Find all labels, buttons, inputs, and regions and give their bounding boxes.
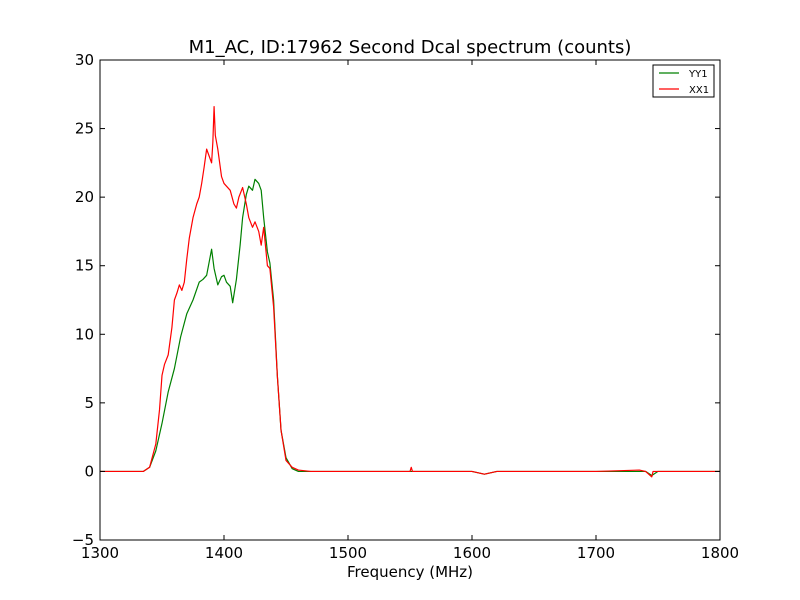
x-tick-label: 1800 <box>701 544 739 562</box>
y-tick-label: 25 <box>75 120 94 138</box>
y-tick-label: 30 <box>75 51 94 69</box>
y-tick-label: 5 <box>84 394 94 412</box>
x-ticks: 1300 1400 1500 1600 1700 1800 <box>81 60 739 562</box>
y-tick-label: 15 <box>75 257 94 275</box>
plot-frame <box>99 59 721 541</box>
y-tick-label: 20 <box>75 188 94 206</box>
x-tick-label: 1500 <box>329 544 367 562</box>
legend-frame <box>652 64 715 98</box>
x-tick-label: 1400 <box>205 544 243 562</box>
x-axis-label: Frequency (MHz) <box>347 563 473 581</box>
x-tick-label: 1600 <box>453 544 491 562</box>
x-tick-label: 1300 <box>81 544 119 562</box>
x-tick-label: 1700 <box>577 544 615 562</box>
legend: YY1 XX1 <box>652 64 715 98</box>
series-layer <box>100 106 720 478</box>
legend-label-xx1: XX1 <box>689 85 709 96</box>
y-tick-label: 0 <box>84 462 94 480</box>
legend-label-yy1: YY1 <box>688 69 708 80</box>
y-tick-label: 10 <box>75 325 94 343</box>
chart-title: M1_AC, ID:17962 Second Dcal spectrum (co… <box>189 37 632 58</box>
plot-area <box>100 60 720 540</box>
y-tick-label: −5 <box>72 531 94 549</box>
y-ticks: −5 0 5 10 15 20 25 30 <box>72 51 720 549</box>
series-line-xx1 <box>100 106 720 478</box>
